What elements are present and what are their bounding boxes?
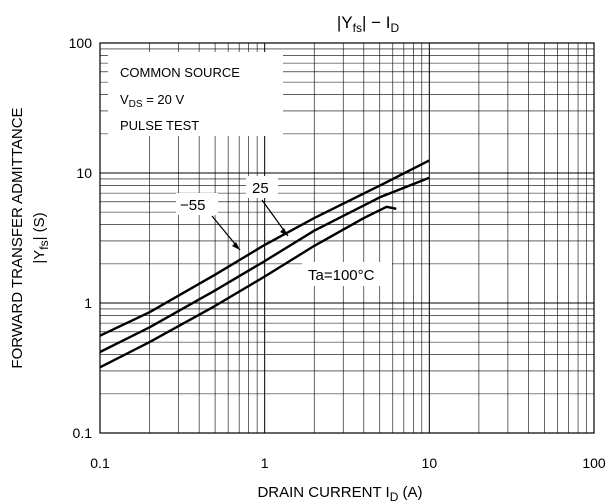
series-layer xyxy=(99,159,430,369)
y-axis-label: FORWARD TRANSFER ADMITTANCE xyxy=(9,107,26,368)
tick-layer: 0.1 1 10 100 0.1 1 10 100 xyxy=(69,35,606,471)
x-axis-label: DRAIN CURRENT ID (A) xyxy=(257,484,422,504)
y-sym: Y xyxy=(31,250,48,260)
chart-title: |Yfs| − ID xyxy=(337,13,400,35)
x-label-sub: D xyxy=(390,490,399,504)
y-tick-label: 10 xyxy=(76,165,92,181)
label-bg-100 xyxy=(302,262,392,286)
svg-text:|Yfs| (S): |Yfs| (S) xyxy=(31,212,51,263)
y-label-text: FORWARD TRANSFER ADMITTANCE xyxy=(9,107,26,368)
y-sym-sub: fs xyxy=(37,240,51,249)
condition-vds: VDS = 20 V xyxy=(120,92,184,110)
vds-v: V xyxy=(120,92,129,107)
vds-value: = 20 V xyxy=(143,92,185,107)
y-tick-label: 1 xyxy=(84,295,92,311)
annotation-25: 25 xyxy=(252,180,269,197)
x-tick-label: 100 xyxy=(582,455,606,471)
annotation-m55: −55 xyxy=(180,197,205,214)
x-tick-label: 1 xyxy=(261,455,269,471)
condition-pulse-test: PULSE TEST xyxy=(120,118,199,133)
y-tick-label: 100 xyxy=(69,35,93,51)
arrowhead-25 xyxy=(280,228,288,236)
y-axis-symbol: |Yfs| (S) xyxy=(31,212,51,263)
conditions-box xyxy=(108,52,283,136)
plot-frame xyxy=(99,42,595,434)
title-bar-left: | xyxy=(337,13,341,32)
title-dash: − xyxy=(366,13,385,32)
title-i-sub: D xyxy=(390,21,399,35)
arrowhead-m55 xyxy=(232,242,240,250)
y-tick-label: 0.1 xyxy=(73,425,93,441)
y-sym-bar-left: | xyxy=(31,260,48,264)
x-label-sym: I xyxy=(386,484,390,501)
title-i: I xyxy=(386,13,391,32)
label-bg-m55 xyxy=(176,193,218,215)
x-label-unit: (A) xyxy=(403,484,423,501)
x-tick-label: 10 xyxy=(422,455,438,471)
vds-sub: DS xyxy=(129,99,143,110)
y-label-unit: (S) xyxy=(31,212,48,232)
condition-common-source: COMMON SOURCE xyxy=(120,65,240,80)
annotation-ta100: Ta=100°C xyxy=(308,267,375,284)
label-bg-25 xyxy=(246,176,278,198)
x-tick-label: 0.1 xyxy=(90,455,110,471)
series-line-0 xyxy=(99,159,430,337)
title-y-sub: fs xyxy=(353,21,362,35)
title-y: Y xyxy=(341,13,352,32)
y-sym-bar-right: | xyxy=(31,237,48,241)
series-line-1 xyxy=(99,176,430,354)
x-label-text: DRAIN CURRENT xyxy=(257,484,381,501)
series-line-2 xyxy=(99,205,397,369)
title-bar-right: | xyxy=(362,13,366,32)
